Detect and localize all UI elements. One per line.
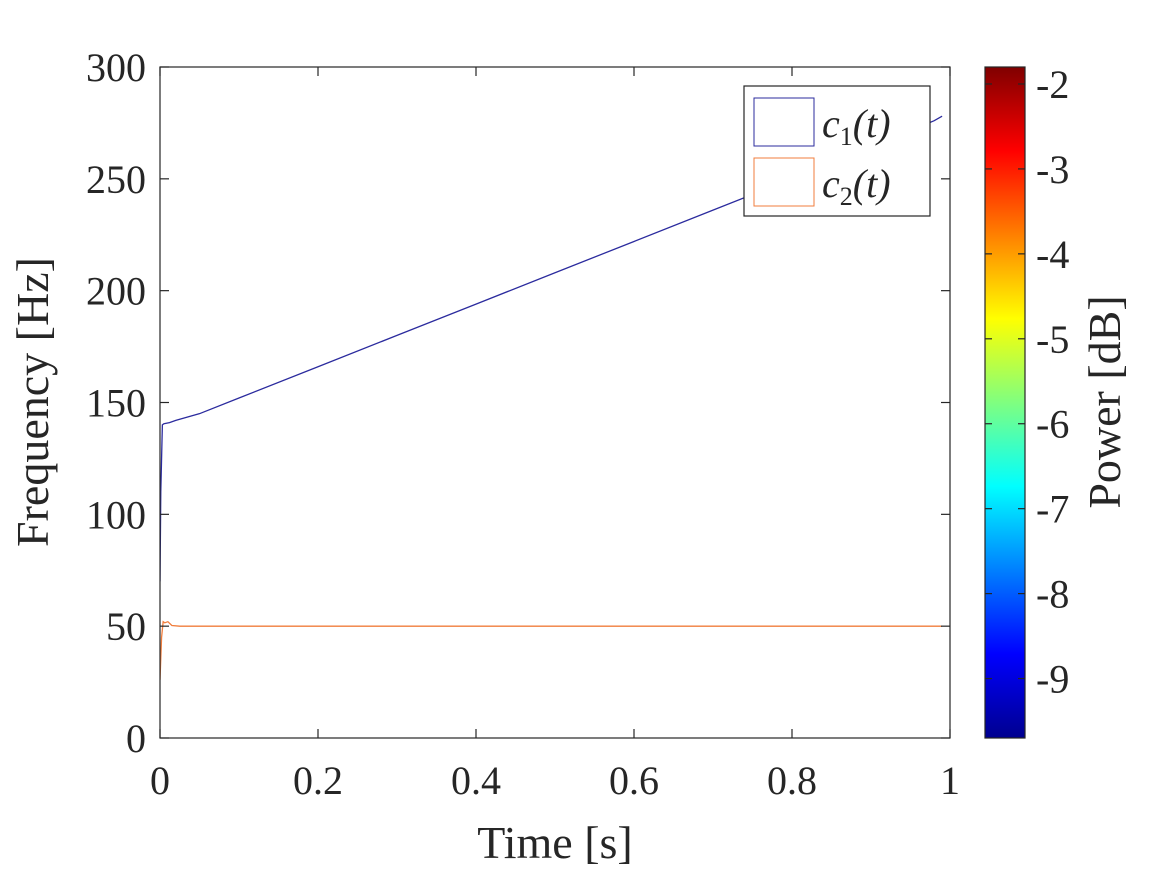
x-tick-label: 0 [150,758,170,803]
colorbar-tick-label: -2 [1036,62,1069,107]
x-tick-label: 1 [940,758,960,803]
colorbar-tick-label: -7 [1036,487,1069,532]
legend: c1(t) c2(t) [743,85,931,217]
legend-box [743,85,931,217]
colorbar-tick-label: -3 [1036,147,1069,192]
x-tick-label: 0.6 [609,758,659,803]
x-axis-title: Time [s] [477,817,633,868]
legend-label-c2: c2(t) [822,161,891,211]
colorbar-title: Power [dB] [1079,295,1130,508]
colorbar-tick-label: -5 [1036,317,1069,362]
colorbar-tick-label: -8 [1036,572,1069,617]
x-tick-label: 0.8 [767,758,817,803]
colorbar: -9 -8 -7 -6 -5 -4 -3 -2 Power [dB] [984,62,1130,739]
colorbar-tick-label: -6 [1036,402,1069,447]
y-axis-title: Frequency [Hz] [7,257,58,547]
y-tick-label: 50 [106,604,146,649]
y-tick-label: 0 [126,716,146,761]
x-tick-label: 0.4 [451,758,501,803]
colorbar-gradient [984,66,1026,739]
y-tick-label: 100 [86,492,146,537]
y-tick-label: 300 [86,45,146,90]
series-line-2 [160,620,943,680]
y-tick-label: 200 [86,269,146,314]
colorbar-tick-label: -4 [1036,232,1069,277]
legend-swatch-c1 [753,97,815,147]
legend-swatch-c2 [753,157,815,207]
legend-label-c1: c1(t) [822,101,891,151]
x-tick-label: 0.2 [293,758,343,803]
colorbar-tick-label: -9 [1036,657,1069,702]
y-tick-label: 250 [86,157,146,202]
y-tick-label: 150 [86,381,146,426]
